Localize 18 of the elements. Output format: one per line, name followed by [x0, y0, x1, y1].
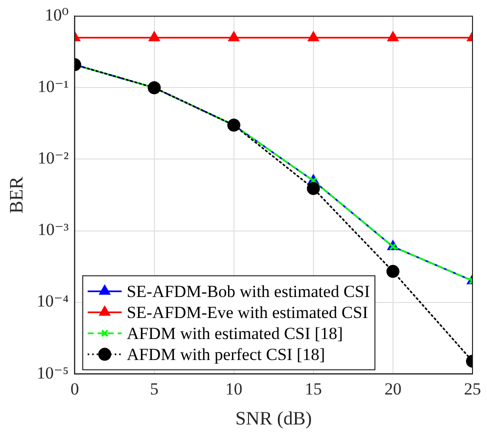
x-tick-label: 5	[150, 379, 159, 398]
y-axis-title: BER	[6, 176, 28, 214]
legend-label: AFDM with perfect CSI [18]	[126, 344, 326, 364]
y-tick-label: 10⁻³	[38, 220, 69, 240]
x-tick-label: 20	[384, 379, 402, 398]
y-tick-label: 10⁻¹	[38, 77, 69, 96]
x-tick-label: 25	[464, 379, 481, 398]
x-tick-label: 10	[225, 379, 242, 398]
x-tick-label: 15	[304, 379, 322, 398]
y-tick-label: 10⁰	[44, 6, 69, 25]
legend-label: SE-AFDM-Eve with estimated CSI	[126, 302, 368, 322]
y-tick-label: 10⁻⁵	[36, 363, 69, 382]
legend-label: SE-AFDM-Bob with estimated CSI	[126, 282, 370, 301]
y-tick-label: 10⁻⁴	[36, 292, 69, 311]
legend-label: AFDM with estimated CSI [18]	[126, 324, 343, 343]
x-axis-title: SNR (dB)	[235, 408, 312, 430]
y-tick-label: 10⁻²	[38, 148, 69, 168]
x-tick-label: 0	[70, 379, 79, 398]
